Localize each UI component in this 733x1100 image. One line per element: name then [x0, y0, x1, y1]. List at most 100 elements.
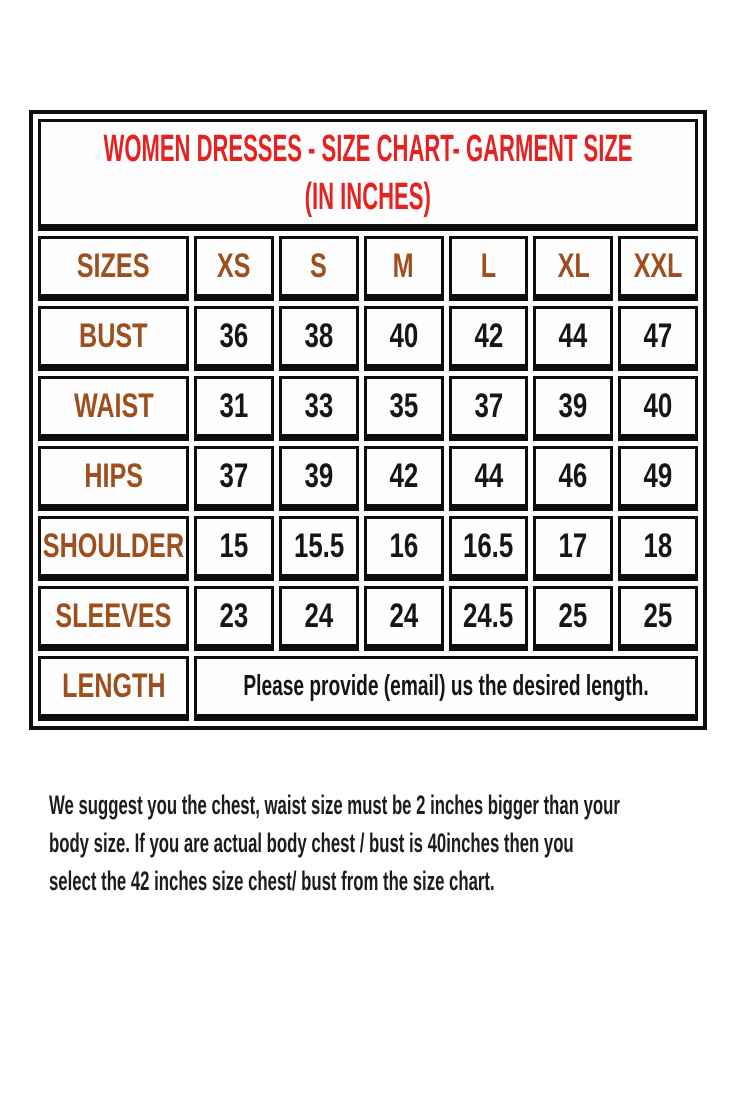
- table-cell: 25: [618, 586, 698, 651]
- row-label-cell: SLEEVES: [38, 586, 189, 651]
- header-label: XS: [217, 247, 251, 285]
- header-label: L: [480, 247, 497, 285]
- row-label: WAIST: [73, 387, 154, 425]
- size-value: 37: [474, 387, 503, 425]
- size-value: 39: [558, 387, 588, 425]
- table-cell: 39: [278, 446, 359, 511]
- size-value: 35: [389, 387, 418, 425]
- header-label: M: [393, 247, 415, 285]
- table-cell: 17: [533, 516, 614, 581]
- size-value: 23: [219, 597, 249, 635]
- row-label: HIPS: [84, 457, 143, 495]
- table-cell: 39: [533, 376, 614, 441]
- length-note-cell: Please provide (email) us the desired le…: [194, 656, 698, 721]
- table-cell: 40: [618, 376, 698, 441]
- table-cell: 38: [278, 306, 359, 371]
- header-cell-xs: XS: [194, 236, 274, 301]
- header-cell-xl: XL: [533, 236, 614, 301]
- size-value: 24: [304, 597, 334, 635]
- row-label: SLEEVES: [55, 597, 172, 635]
- size-value: 25: [558, 597, 588, 635]
- size-value: 49: [643, 457, 673, 495]
- table-cell: 42: [448, 306, 529, 371]
- size-value: 47: [643, 317, 673, 355]
- header-cell-xxl: XXL: [618, 236, 698, 301]
- table-cell: 35: [363, 376, 444, 441]
- table-cell: 24: [363, 586, 444, 651]
- row-label-cell: WAIST: [38, 376, 189, 441]
- size-value: 44: [558, 317, 588, 355]
- size-value: 40: [643, 387, 673, 425]
- table-cell: 46: [533, 446, 614, 511]
- table-cell: 44: [533, 306, 614, 371]
- table-cell: 44: [448, 446, 529, 511]
- row-label-cell: HIPS: [38, 446, 189, 511]
- header-label: S: [310, 247, 328, 285]
- table-cell: 16.5: [448, 516, 529, 581]
- size-value: 17: [558, 527, 588, 565]
- size-value: 24: [389, 597, 418, 635]
- row-label-cell: SHOULDER: [38, 516, 189, 581]
- size-value: 33: [304, 387, 334, 425]
- header-cell-s: S: [278, 236, 359, 301]
- header-label: SIZES: [77, 247, 150, 285]
- size-value: 25: [643, 597, 673, 635]
- size-value: 16: [389, 527, 418, 565]
- header-label: XXL: [633, 247, 683, 285]
- table-cell: 16: [363, 516, 444, 581]
- row-label-cell: BUST: [38, 306, 189, 371]
- size-value: 42: [474, 317, 503, 355]
- size-value: 39: [304, 457, 334, 495]
- row-label-cell: LENGTH: [38, 656, 189, 721]
- table-row-length: LENGTH Please provide (email) us the des…: [38, 656, 698, 721]
- footer-line: body size. If you are actual body chest …: [49, 828, 574, 858]
- size-value: 36: [219, 317, 249, 355]
- size-value: 18: [643, 527, 673, 565]
- size-value: 24.5: [463, 597, 514, 635]
- table-cell: 15.5: [278, 516, 359, 581]
- table-cell: 49: [618, 446, 698, 511]
- chart-title-line2: (IN INCHES): [304, 176, 432, 218]
- size-value: 16.5: [463, 527, 514, 565]
- footer-line: select the 42 inches size chest/ bust fr…: [49, 866, 495, 896]
- table-cell: 37: [194, 446, 274, 511]
- table-cell: 47: [618, 306, 698, 371]
- table-row-waist: WAIST 31 33 35 37 39 40: [38, 376, 698, 441]
- footer-note: We suggest you the chest, waist size mus…: [49, 786, 733, 900]
- table-cell: 15: [194, 516, 274, 581]
- table-cell: 40: [363, 306, 444, 371]
- size-value: 46: [558, 457, 588, 495]
- table-cell: 37: [448, 376, 529, 441]
- table-row-bust: BUST 36 38 40 42 44 47: [38, 306, 698, 371]
- size-value: 42: [389, 457, 418, 495]
- header-row: SIZES XS S M L XL XXL: [38, 236, 698, 301]
- table-row-sleeves: SLEEVES 23 24 24 24.5 25 25: [38, 586, 698, 651]
- table-row-shoulder: SHOULDER 15 15.5 16 16.5 17 18: [38, 516, 698, 581]
- table-cell: 24.5: [448, 586, 529, 651]
- table-cell: 23: [194, 586, 274, 651]
- size-value: 40: [389, 317, 418, 355]
- header-label: XL: [557, 247, 590, 285]
- chart-title: WOMEN DRESSES - SIZE CHART- GARMENT SIZE…: [38, 119, 698, 231]
- size-value: 38: [304, 317, 334, 355]
- header-cell-sizes: SIZES: [38, 236, 189, 301]
- table-cell: 25: [533, 586, 614, 651]
- title-row: WOMEN DRESSES - SIZE CHART- GARMENT SIZE…: [38, 119, 698, 231]
- row-label: SHOULDER: [42, 527, 185, 565]
- header-cell-m: M: [363, 236, 444, 301]
- table-cell: 18: [618, 516, 698, 581]
- size-value: 15.5: [293, 527, 344, 565]
- chart-title-line1: WOMEN DRESSES - SIZE CHART- GARMENT SIZE: [103, 128, 633, 170]
- footer-line: We suggest you the chest, waist size mus…: [49, 790, 620, 820]
- table-row-hips: HIPS 37 39 42 44 46 49: [38, 446, 698, 511]
- table-cell: 33: [278, 376, 359, 441]
- size-value: 37: [219, 457, 249, 495]
- size-chart-table: WOMEN DRESSES - SIZE CHART- GARMENT SIZE…: [29, 110, 707, 730]
- header-cell-l: L: [448, 236, 529, 301]
- size-value: 44: [474, 457, 503, 495]
- table-cell: 24: [278, 586, 359, 651]
- row-label: BUST: [79, 317, 148, 355]
- length-note: Please provide (email) us the desired le…: [243, 670, 649, 702]
- row-label: LENGTH: [61, 667, 166, 705]
